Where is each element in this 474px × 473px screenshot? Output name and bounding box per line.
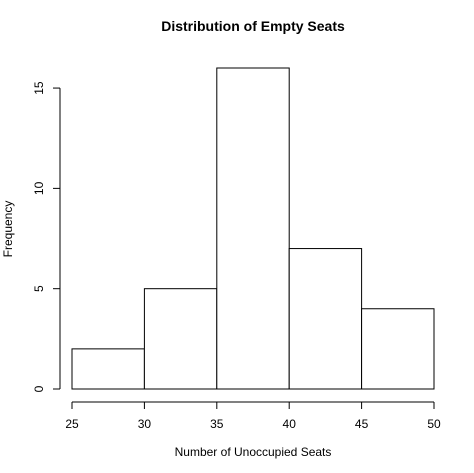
x-axis-label: Number of Unoccupied Seats xyxy=(175,445,332,459)
bars-group xyxy=(71,67,435,390)
histogram-bar-4 xyxy=(288,248,363,390)
histogram-bar-1 xyxy=(71,348,145,390)
x-axis: 25 30 35 40 45 50 xyxy=(65,401,441,431)
x-tick-label: 35 xyxy=(210,417,224,431)
histogram-bar-2 xyxy=(143,288,218,390)
y-axis: 0 5 10 15 xyxy=(32,81,61,392)
y-tick-label: 5 xyxy=(32,285,46,292)
x-tick-label: 45 xyxy=(355,417,369,431)
y-axis-label: Frequency xyxy=(1,201,15,258)
chart-title: Distribution of Empty Seats xyxy=(161,18,345,34)
histogram-bar-3 xyxy=(216,67,290,390)
y-tick-label: 10 xyxy=(32,181,46,195)
y-tick-label: 15 xyxy=(32,81,46,95)
histogram-bar-5 xyxy=(361,308,435,390)
x-tick-label: 50 xyxy=(427,417,441,431)
x-tick-label: 30 xyxy=(138,417,152,431)
x-tick-label: 40 xyxy=(283,417,297,431)
y-tick-label: 0 xyxy=(32,385,46,392)
x-tick-label: 25 xyxy=(65,417,79,431)
